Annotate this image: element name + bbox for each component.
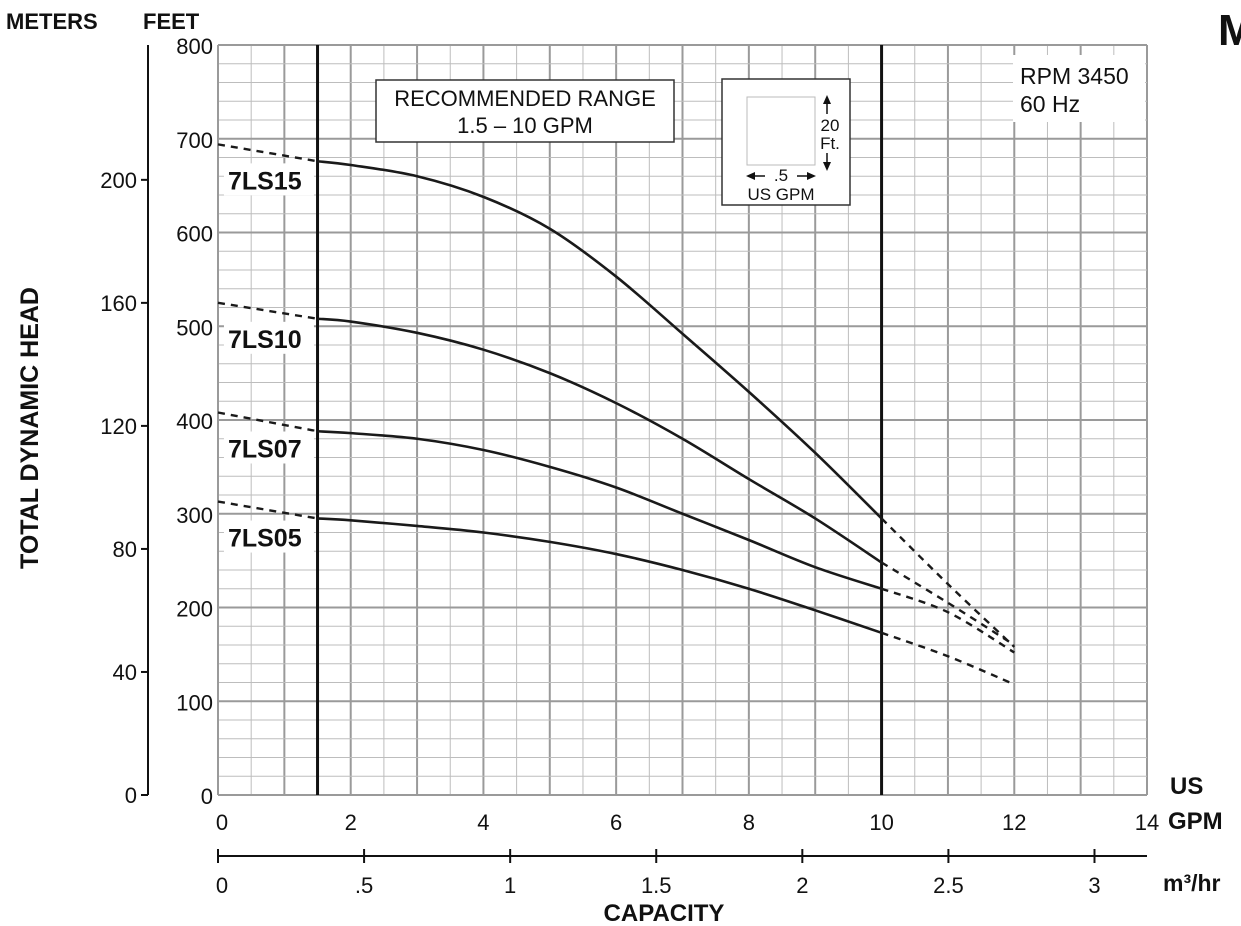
series-label-bg xyxy=(223,431,314,464)
x-axis-title: CAPACITY xyxy=(604,900,725,926)
m3hr-tick-label: 3 xyxy=(1088,873,1100,898)
pump-curves: 7LS15 7LS10 7LS07 7LS05 xyxy=(217,143,1016,686)
gpm-tick-label: 12 xyxy=(1002,810,1026,835)
scale-legend-box: 20 Ft. .5 US GPM xyxy=(721,78,851,206)
gpm-tick-label: 0 xyxy=(216,810,228,835)
arrow-up-icon xyxy=(823,95,831,104)
frequency-value: 60 Hz xyxy=(1020,91,1080,117)
curve-7ls15-dashed-left xyxy=(217,143,318,163)
curve-7ls15-dashed-right xyxy=(880,517,1016,648)
scale-height-value: 20 xyxy=(821,116,840,135)
meters-tick-label: 160 xyxy=(100,291,137,316)
rpm-box-bg xyxy=(1013,55,1145,122)
chart-grid xyxy=(217,44,1148,796)
feet-tick-label: 600 xyxy=(176,222,213,247)
m3hr-axis-ticks: 0 .5 1 1.5 2 2.5 3 xyxy=(216,849,1101,898)
curve-7ls07-dashed-left xyxy=(217,411,318,433)
series-label-7ls15: 7LS15 xyxy=(228,167,302,195)
curve-7ls10-dashed-right xyxy=(880,561,1015,647)
recommended-range-title: RECOMMENDED RANGE xyxy=(394,86,656,111)
m3hr-tick-label: .5 xyxy=(355,873,373,898)
meters-tick-label: 120 xyxy=(100,414,137,439)
scale-height-unit: Ft. xyxy=(820,134,840,153)
arrow-right-icon xyxy=(807,172,816,180)
gpm-tick-label: 2 xyxy=(345,810,357,835)
gpm-tick-label: 8 xyxy=(743,810,755,835)
scale-legend-cell xyxy=(746,96,816,166)
gpm-tick-label: 4 xyxy=(477,810,489,835)
curve-7ls05-dashed-left xyxy=(217,500,318,520)
curve-7ls15 xyxy=(317,159,883,520)
us-unit-label: US xyxy=(1170,773,1203,800)
series-label-bg xyxy=(223,520,314,553)
feet-unit-label: FEET xyxy=(143,9,200,34)
m3hr-tick-label: 2.5 xyxy=(933,873,964,898)
scale-width-unit: US GPM xyxy=(747,185,814,204)
feet-tick-label: 700 xyxy=(176,128,213,153)
curve-7ls07-dashed-right xyxy=(881,587,1015,654)
series-label-bg xyxy=(223,321,314,354)
feet-tick-label: 800 xyxy=(176,34,213,59)
meters-tick-label: 0 xyxy=(125,783,137,808)
feet-tick-label: 100 xyxy=(176,690,213,715)
m3hr-tick-label: 1 xyxy=(504,873,516,898)
recommended-range-frame xyxy=(375,79,675,143)
gpm-tick-label: 14 xyxy=(1135,810,1159,835)
series-label-bg xyxy=(223,163,314,196)
arrow-down-icon xyxy=(823,162,831,171)
gpm-tick-label: 10 xyxy=(869,810,893,835)
rpm-value: RPM 3450 xyxy=(1020,63,1129,89)
meters-unit-label: METERS xyxy=(6,9,98,34)
recommended-range-value: 1.5 – 10 GPM xyxy=(457,113,593,138)
curve-7ls10 xyxy=(317,317,883,564)
meters-tick-label: 200 xyxy=(100,168,137,193)
m3hr-tick-label: 0 xyxy=(216,873,228,898)
corner-glyph: M xyxy=(1218,6,1241,55)
curve-7ls05 xyxy=(317,517,882,635)
axis-tick-labels: 0 100 200 300 400 500 600 700 800 0 40 80 120 160 200 0… xyxy=(100,34,1159,835)
curve-7ls10-dashed-left xyxy=(217,301,318,320)
curve-7ls07 xyxy=(317,429,882,590)
m3hr-tick-label: 1.5 xyxy=(641,873,672,898)
series-label-7ls07: 7LS07 xyxy=(228,436,302,464)
y-axis-title: TOTAL DYNAMIC HEAD xyxy=(16,287,44,569)
m3hr-unit-label: m³/hr xyxy=(1163,870,1221,896)
feet-tick-label: 500 xyxy=(176,315,213,340)
feet-tick-label: 400 xyxy=(176,409,213,434)
series-label-7ls10: 7LS10 xyxy=(228,326,302,354)
gpm-tick-label: 6 xyxy=(610,810,622,835)
series-label-7ls05: 7LS05 xyxy=(228,525,302,553)
feet-tick-label: 300 xyxy=(176,503,213,528)
recommended-range-box: RECOMMENDED RANGE 1.5 – 10 GPM xyxy=(375,79,675,143)
meters-tick-label: 40 xyxy=(113,660,137,685)
scale-width-value: .5 xyxy=(774,166,788,185)
feet-tick-label: 200 xyxy=(176,597,213,622)
feet-tick-label: 0 xyxy=(201,784,213,809)
curve-7ls05-dashed-right xyxy=(881,631,1015,686)
m3hr-tick-label: 2 xyxy=(796,873,808,898)
gpm-unit-label: GPM xyxy=(1168,808,1223,835)
meters-tick-label: 80 xyxy=(113,537,137,562)
arrow-left-icon xyxy=(746,172,755,180)
rpm-box: RPM 3450 60 Hz xyxy=(1013,55,1145,122)
